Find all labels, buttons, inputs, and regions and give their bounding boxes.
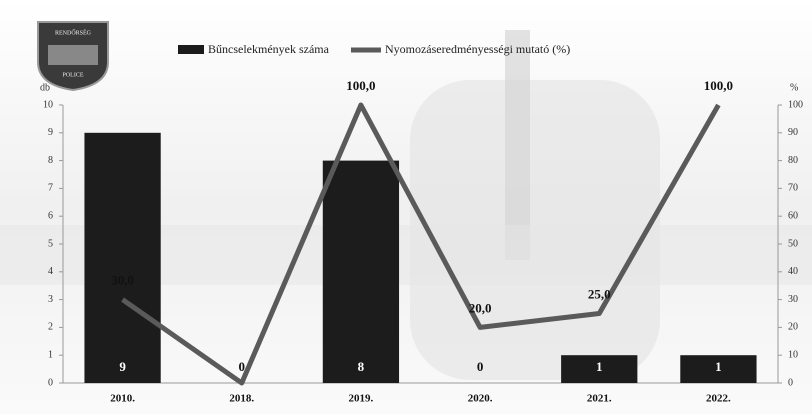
- y-tick-label: 0: [48, 377, 53, 388]
- y-tick-label: 7: [48, 183, 53, 194]
- y-tick-label: 3: [48, 294, 53, 305]
- y2-tick-label: 60: [788, 210, 798, 221]
- y2-axis-label: %: [790, 82, 798, 93]
- line-label: 25,0: [588, 286, 611, 301]
- x-tick-label: 2019.: [349, 393, 374, 405]
- x-tick-label: 2020.: [468, 393, 493, 405]
- x-tick-label: 2018.: [229, 393, 254, 405]
- bar-label: 8: [358, 359, 365, 374]
- line-label: 100,0: [346, 78, 375, 93]
- y-tick-label: 1: [48, 349, 53, 360]
- y2-tick-label: 20: [788, 322, 798, 333]
- bar: [323, 161, 399, 383]
- bar-label: 1: [596, 359, 603, 374]
- bar-label: 1: [715, 359, 722, 374]
- line-label: 30,0: [111, 273, 134, 288]
- y2-tick-label: 40: [788, 266, 798, 277]
- line-label: 20,0: [469, 300, 492, 315]
- y2-tick-label: 70: [788, 183, 798, 194]
- y2-tick-label: 80: [788, 155, 798, 166]
- line-label: 100,0: [704, 78, 733, 93]
- y-tick-label: 9: [48, 127, 53, 138]
- y2-tick-label: 100: [788, 99, 803, 110]
- y-tick-label: 2: [48, 322, 53, 333]
- bar-label: 0: [239, 359, 246, 374]
- badge-emblem: [48, 45, 98, 65]
- y-tick-label: 8: [48, 155, 53, 166]
- y2-tick-label: 10: [788, 349, 798, 360]
- y-tick-label: 5: [48, 238, 53, 249]
- y-tick-label: 4: [48, 266, 53, 277]
- badge-text: RENDŐRSÉG: [55, 28, 92, 36]
- bar-label: 0: [477, 359, 484, 374]
- y2-tick-label: 90: [788, 127, 798, 138]
- badge: RENDŐRSÉG POLICE: [38, 22, 108, 90]
- legend-label: Bűncselekmények száma: [208, 42, 330, 56]
- legend-swatch: [178, 45, 204, 54]
- x-tick-label: 2022.: [706, 393, 731, 405]
- y2-tick-label: 30: [788, 294, 798, 305]
- y-tick-label: 10: [43, 99, 53, 110]
- y2-tick-label: 0: [788, 377, 793, 388]
- bar-label: 9: [119, 359, 126, 374]
- badge-text: POLICE: [63, 72, 84, 78]
- x-tick-label: 2021.: [587, 393, 612, 405]
- y-axis-label: db: [40, 82, 50, 93]
- bar: [84, 133, 160, 383]
- y2-tick-label: 50: [788, 238, 798, 249]
- legend-label: Nyomozáseredményességi mutató (%): [385, 42, 570, 56]
- x-tick-label: 2010.: [110, 393, 135, 405]
- chart: RENDŐRSÉG POLICE db % 012345678910010203…: [0, 0, 812, 414]
- y-tick-label: 6: [48, 210, 53, 221]
